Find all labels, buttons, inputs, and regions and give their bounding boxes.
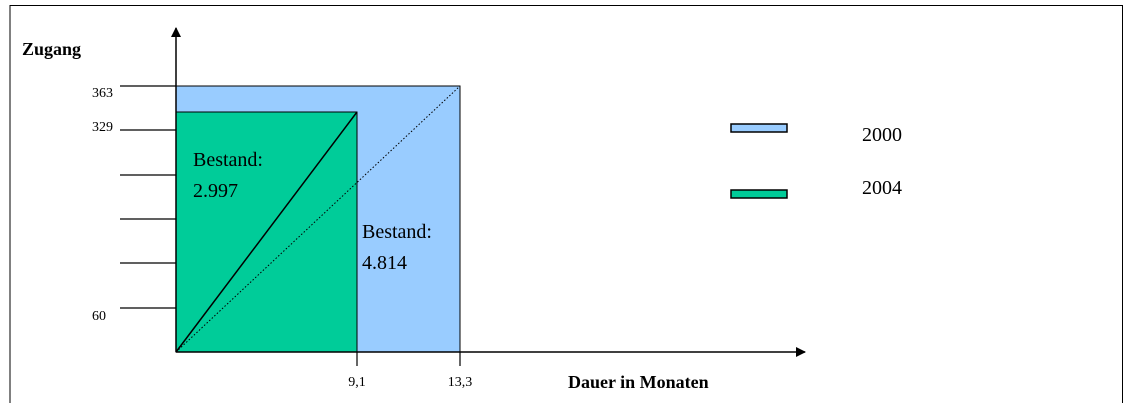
legend-swatch — [730, 123, 788, 133]
y-tick-label: 329 — [92, 120, 113, 135]
y-tick-label: 60 — [92, 309, 106, 324]
legend-label: 2004 — [862, 177, 902, 199]
x-tick-label: 13,3 — [448, 375, 473, 390]
legend-swatch — [730, 189, 788, 199]
area-label: Bestand: — [362, 221, 432, 243]
legend-label: 2000 — [862, 124, 902, 146]
y-axis-label: Zugang — [22, 39, 81, 59]
area-value: 2.997 — [193, 180, 238, 202]
y-tick-marks — [120, 85, 176, 309]
diagonal-2004 — [175, 111, 358, 353]
x-tick-marks — [356, 352, 461, 366]
x-tick-label: 9,1 — [348, 375, 366, 390]
area-value: 4.814 — [362, 252, 407, 274]
frame — [9, 5, 1123, 403]
y-tick-label: 363 — [92, 86, 113, 101]
x-axis-label: Dauer in Monaten — [568, 372, 709, 392]
area-label: Bestand: — [193, 149, 263, 171]
